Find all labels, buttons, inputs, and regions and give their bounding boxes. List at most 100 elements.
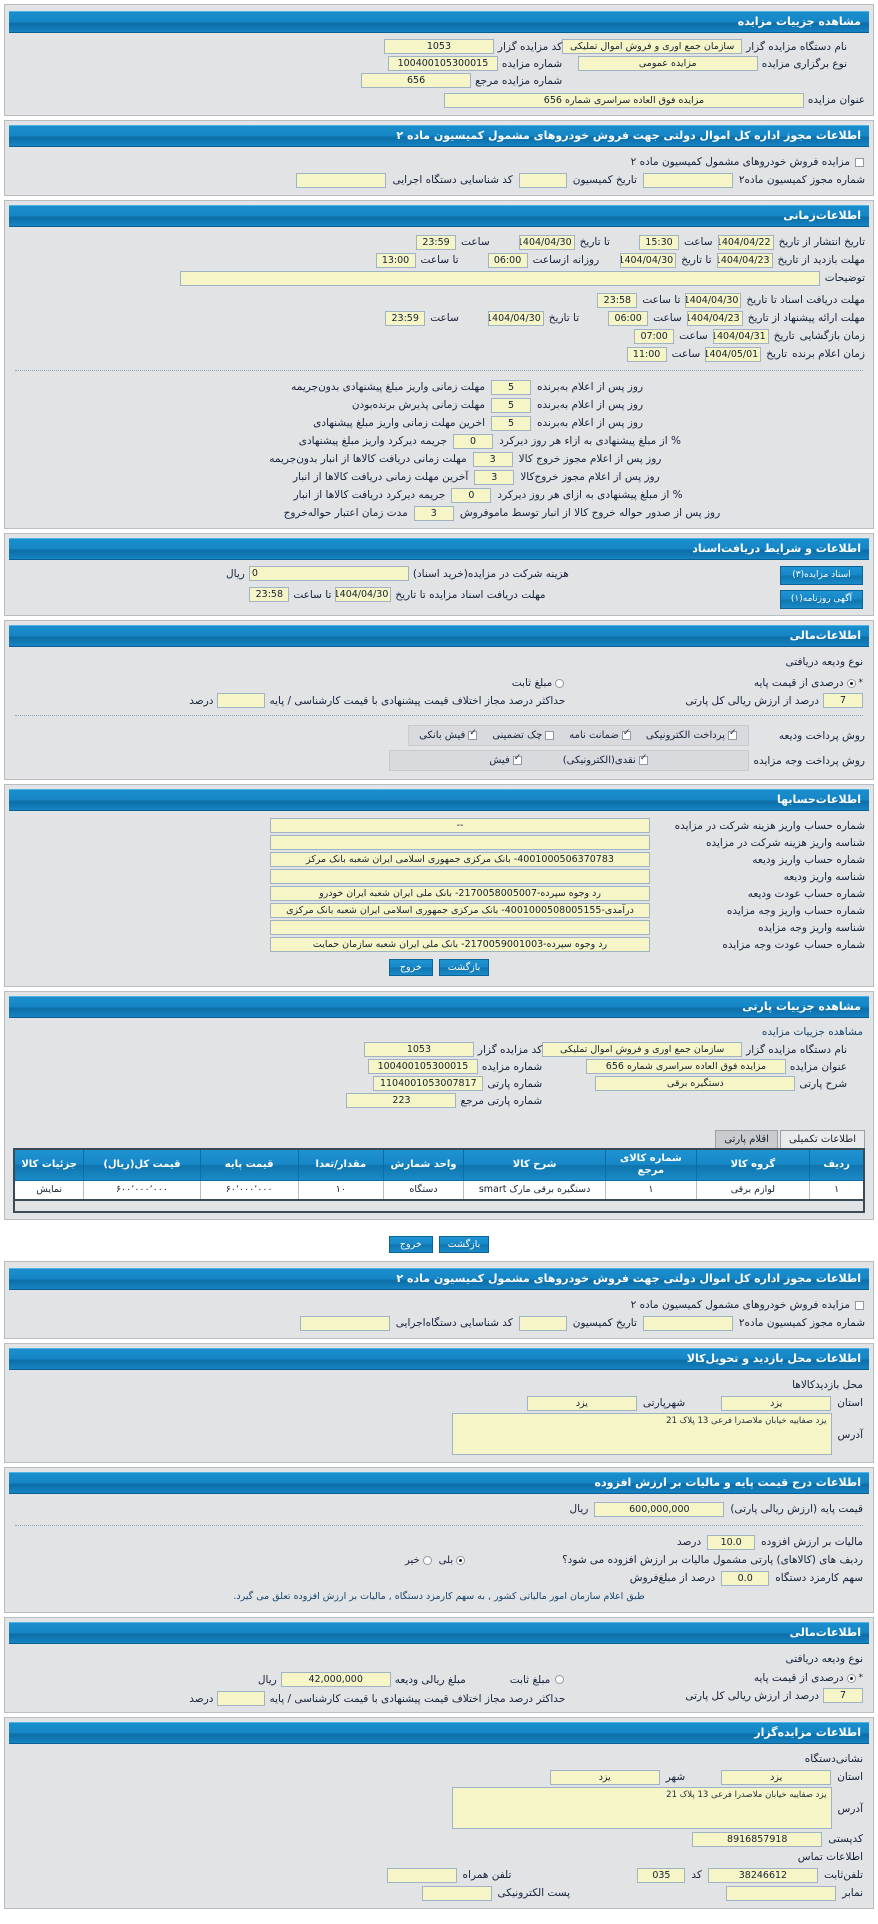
input-commission-share[interactable]: 0.0 xyxy=(721,1570,770,1586)
input-party-holder-code[interactable]: 1053 xyxy=(363,1042,474,1057)
input-party-desc[interactable]: دستگیره برقی xyxy=(595,1076,796,1091)
newspaper-ads-button[interactable]: آگهی روزنامه(۱) xyxy=(779,590,863,609)
input-opening-time[interactable]: 07:00 xyxy=(634,328,675,344)
deadline-value-input[interactable]: 0 xyxy=(453,433,494,449)
deadline-value-input[interactable]: 3 xyxy=(474,469,515,485)
radio-fixed-amount-wrap[interactable]: مبلغ ثابت xyxy=(512,677,566,689)
exit-button-1[interactable]: خروج xyxy=(388,959,433,976)
account-value-input[interactable]: رد وجوه سپرده-2170059001003- بانک ملی ای… xyxy=(270,937,650,952)
input-vat-percent[interactable]: 10.0 xyxy=(707,1534,756,1550)
checkbox-permit-vehicles[interactable] xyxy=(855,157,864,167)
checkbox-cash-electronic[interactable] xyxy=(638,754,648,765)
input-participation-fee[interactable]: 0 xyxy=(248,566,409,581)
account-value-input[interactable]: درآمدی-4001000508005155- بانک مرکزی جمهو… xyxy=(270,903,650,918)
radio-vat-yes[interactable] xyxy=(456,1555,466,1565)
input-percent-value[interactable]: 7 xyxy=(823,693,863,708)
input-permit-number-2[interactable] xyxy=(642,1315,733,1331)
input-party-auction-title[interactable]: مزایده فوق العاده سراسری شماره 656 xyxy=(585,1059,786,1074)
account-value-input[interactable] xyxy=(270,835,650,850)
input-auctioneer-city[interactable]: یزد xyxy=(549,1769,660,1785)
input-publish-from-time[interactable]: 15:30 xyxy=(638,234,679,250)
input-winner-date[interactable]: 1404/05/01 xyxy=(705,346,762,362)
account-value-input[interactable] xyxy=(270,920,650,935)
input-ref-party-number[interactable]: 223 xyxy=(346,1093,457,1108)
account-value-input[interactable] xyxy=(270,869,650,884)
radio-percent-of-base-wrap-2[interactable]: * درصدی از قیمت پایه xyxy=(753,1672,863,1684)
account-value-input[interactable]: رد وجوه سپرده-2170058005007- بانک ملی ای… xyxy=(270,886,650,901)
cell-goods-details-link[interactable]: نمایش xyxy=(13,1180,85,1201)
input-visit-to-date[interactable]: 1404/04/30 xyxy=(620,252,677,268)
deadline-value-input[interactable]: 3 xyxy=(413,505,454,521)
input-permit-number[interactable] xyxy=(642,172,733,188)
deadline-value-input[interactable]: 3 xyxy=(472,451,513,467)
input-max-diff-2[interactable] xyxy=(217,1691,266,1706)
checkbox-guarantee-letter[interactable] xyxy=(621,729,631,740)
input-visit-address[interactable]: یزد صفاییه خیابان ملاصدرا فرعی 13 پلاک 2… xyxy=(451,1413,832,1455)
input-party-holder-name[interactable]: سازمان جمع اوری و فروش اموال تملیکی xyxy=(542,1042,743,1057)
input-holder-code[interactable]: 1053 xyxy=(383,39,494,54)
input-max-diff[interactable] xyxy=(217,693,266,708)
input-hold-type[interactable]: مزایده عمومی xyxy=(577,56,758,71)
input-party-auction-number[interactable]: 100400105300015 xyxy=(367,1059,478,1074)
table-row[interactable]: ۱ لوازم برقی ۱ دستگیره برقی مارک smart د… xyxy=(13,1180,865,1201)
radio-vat-no[interactable] xyxy=(422,1555,432,1565)
input-daily-to-time[interactable]: 13:00 xyxy=(375,252,416,268)
deposit-method-electronic[interactable]: پرداخت الکترونیکی xyxy=(646,729,738,741)
auction-pay-cash-electronic[interactable]: نقدی(الکترونیکی) xyxy=(563,754,649,766)
input-party-number[interactable]: 1104001053007817 xyxy=(373,1076,484,1091)
checkbox-permit-vehicles-2[interactable] xyxy=(855,1300,864,1310)
input-auctioneer-province[interactable]: یزد xyxy=(721,1769,832,1785)
input-docs-deadline-date[interactable]: 1404/04/30 xyxy=(685,292,742,308)
deadline-value-input[interactable]: 5 xyxy=(491,415,531,431)
input-opening-date[interactable]: 1404/04/31 xyxy=(712,328,769,344)
input-deposit-amount[interactable]: 42,000,000 xyxy=(280,1672,391,1687)
checkbox-electronic-payment[interactable] xyxy=(728,729,737,740)
input-visit-from-date[interactable]: 1404/04/23 xyxy=(716,252,773,268)
input-offer-to-time[interactable]: 23:59 xyxy=(385,310,426,326)
input-offer-from-time[interactable]: 06:00 xyxy=(608,310,649,326)
input-notes[interactable] xyxy=(179,270,820,286)
tab-party-items[interactable]: اقلام پارتی xyxy=(715,1130,778,1148)
tab-supplementary-info[interactable]: اطلاعات تکمیلی xyxy=(779,1130,865,1148)
checkbox-slip[interactable] xyxy=(512,754,522,765)
input-landline[interactable]: 38246612 xyxy=(707,1867,818,1883)
input-visit-province[interactable]: یزد xyxy=(721,1395,832,1411)
radio-percent-of-base-2[interactable] xyxy=(846,1673,856,1683)
input-mobile[interactable] xyxy=(386,1867,457,1883)
input-publish-to-date[interactable]: 1404/04/30 xyxy=(518,234,575,250)
input-auction-number[interactable]: 100400105300015 xyxy=(387,56,498,71)
auction-documents-button[interactable]: اسناد مزایده(۳) xyxy=(779,566,863,585)
input-percent-value-2[interactable]: 7 xyxy=(823,1688,863,1703)
back-button-2[interactable]: بازگشت xyxy=(438,1236,490,1253)
input-daily-from-time[interactable]: 06:00 xyxy=(487,252,528,268)
input-publish-from-date[interactable]: 1404/04/22 xyxy=(717,234,774,250)
input-area-code[interactable]: 035 xyxy=(637,1867,686,1883)
input-auctioneer-address[interactable]: یزد صفاییه خیابان ملاصدرا فرعی 13 پلاک 2… xyxy=(451,1787,832,1829)
radio-fixed-amount[interactable] xyxy=(555,678,565,688)
input-commission-date-2[interactable] xyxy=(518,1315,567,1331)
input-executive-id-2[interactable] xyxy=(299,1315,390,1331)
input-base-price[interactable]: 600,000,000 xyxy=(594,1501,725,1517)
deadline-value-input[interactable]: 5 xyxy=(491,397,531,413)
input-docs-receipt-date[interactable]: 1404/04/30 xyxy=(335,587,392,602)
account-value-input[interactable]: -- xyxy=(270,818,650,833)
input-publish-to-time[interactable]: 23:59 xyxy=(416,234,457,250)
input-holder-name[interactable]: سازمان جمع اوری و فروش اموال تملیکی xyxy=(562,39,743,54)
back-button-1[interactable]: بازگشت xyxy=(438,959,490,976)
input-visit-city[interactable]: یزد xyxy=(526,1395,637,1411)
input-executive-id[interactable] xyxy=(296,172,387,188)
deposit-method-bank-slip[interactable]: فیش بانکی xyxy=(419,729,478,741)
auction-pay-slip[interactable]: فیش xyxy=(489,754,523,766)
input-winner-time[interactable]: 11:00 xyxy=(626,346,667,362)
account-value-input[interactable]: 4001000506370783- بانک مرکزی جمهوری اسلا… xyxy=(270,852,650,867)
input-ref-number[interactable]: 656 xyxy=(361,73,472,88)
checkbox-guaranteed-check[interactable] xyxy=(545,731,555,740)
checkbox-bank-slip[interactable] xyxy=(468,729,478,740)
input-offer-from-date[interactable]: 1404/04/23 xyxy=(686,310,743,326)
input-offer-to-date[interactable]: 1404/04/30 xyxy=(487,310,544,326)
radio-vat-no-wrap[interactable]: خیر xyxy=(405,1555,433,1566)
deadline-value-input[interactable]: 5 xyxy=(491,379,531,395)
deposit-method-check[interactable]: چک تضمینی xyxy=(492,730,555,741)
deposit-method-guarantee[interactable]: ضمانت نامه xyxy=(569,729,632,741)
deadline-value-input[interactable]: 0 xyxy=(451,487,492,503)
